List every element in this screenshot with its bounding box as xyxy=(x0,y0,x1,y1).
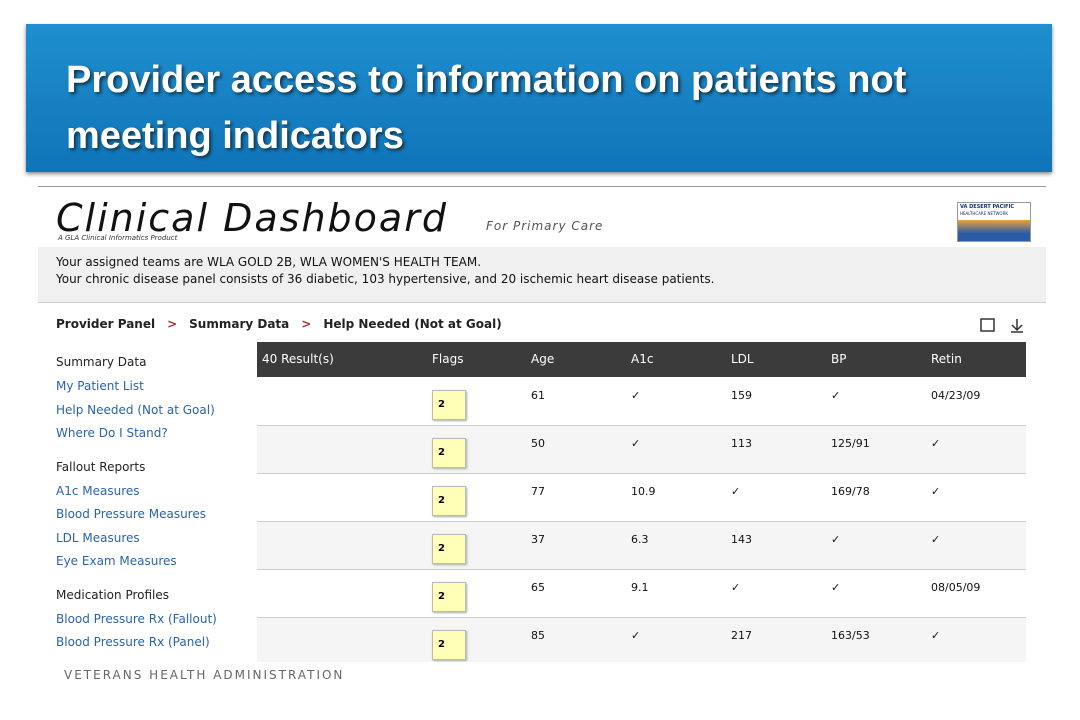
column-header: Age xyxy=(531,352,555,366)
sidebar-link[interactable]: Where Do I Stand? xyxy=(56,426,168,440)
column-header: BP xyxy=(831,352,847,366)
sidebar-link[interactable]: Eye Exam Measures xyxy=(56,554,177,568)
sidebar-link[interactable]: A1c Measures xyxy=(56,483,140,498)
table-cell: ✓ xyxy=(831,581,841,594)
breadcrumb: Provider Panel > Summary Data > Help Needed … xyxy=(56,317,502,331)
table-cell: ✓ xyxy=(831,533,841,546)
table-row xyxy=(257,522,1026,570)
sidebar-link[interactable]: Blood Pressure Rx (Panel) xyxy=(56,635,210,649)
table-cell: ✓ xyxy=(631,629,641,642)
table-cell: 113 xyxy=(731,437,752,450)
sidebar-link[interactable]: LDL Measures xyxy=(56,530,140,545)
table-cell: ✓ xyxy=(931,485,941,498)
flag-box[interactable]: 2 xyxy=(432,486,466,516)
table-cell: 125/91 xyxy=(831,437,870,450)
table-cell: 169/78 xyxy=(831,485,870,498)
logo: VA DESERT PACIFIC HEALTHCARE NETWORK xyxy=(957,202,1031,242)
banner xyxy=(26,24,1052,172)
table-header xyxy=(257,342,1026,377)
table-cell: 9.1 xyxy=(631,581,649,594)
info-box xyxy=(38,247,1046,303)
sidebar-link[interactable]: Help Needed (Not at Goal) xyxy=(56,402,215,417)
sidebar-link[interactable]: My Patient List xyxy=(56,379,144,393)
sidebar-link[interactable]: Blood Pressure Rx (Fallout) xyxy=(56,611,217,626)
tagline: A GLA Clinical Informatics Product xyxy=(58,234,178,242)
table-cell: ✓ xyxy=(731,485,741,498)
table-cell: 163/53 xyxy=(831,629,870,642)
table-cell: ✓ xyxy=(931,629,941,642)
footer: VETERANS HEALTH ADMINISTRATION xyxy=(64,668,345,682)
table-cell: ✓ xyxy=(831,389,841,402)
crumb[interactable]: Summary Data xyxy=(189,317,290,331)
crumb[interactable]: Provider Panel xyxy=(56,317,156,331)
column-header: Flags xyxy=(432,352,464,366)
table-cell: ✓ xyxy=(631,437,641,450)
info-line: Your chronic disease panel consists of 3… xyxy=(56,272,715,286)
table-row xyxy=(257,618,1026,662)
table-row xyxy=(257,474,1026,522)
table-row xyxy=(257,378,1026,426)
table-cell: 37 xyxy=(531,533,545,546)
logo-text: VA DESERT PACIFIC xyxy=(960,204,1015,210)
table-row xyxy=(257,570,1026,618)
flag-box[interactable]: 2 xyxy=(432,582,466,612)
sidebar-link[interactable]: Blood Pressure Measures xyxy=(56,507,206,521)
table-cell: ✓ xyxy=(731,581,741,594)
table-cell: 143 xyxy=(731,533,752,546)
sidebar: Summary Data My Patient List Help Needed (… xyxy=(38,342,258,662)
table-row xyxy=(257,426,1026,474)
table-cell: 85 xyxy=(531,629,545,642)
table-cell: 10.9 xyxy=(631,485,656,498)
results-table: 40 Result(s) Flags Age A1c LDL BP Retin 2 61 ✓ 159… xyxy=(257,342,1026,662)
column-header: LDL xyxy=(731,352,754,366)
dashboard-title: Clinical Dashboard xyxy=(56,196,448,240)
table-cell: 6.3 xyxy=(631,533,649,546)
flag-box[interactable]: 2 xyxy=(432,630,466,660)
sidebar-heading: Summary Data xyxy=(56,355,147,369)
table-cell: 08/05/09 xyxy=(931,581,981,594)
sidebar-heading: Fallout Reports xyxy=(56,459,146,474)
table-cell: 50 xyxy=(531,437,545,450)
flag-box[interactable]: 2 xyxy=(432,438,466,468)
table-cell: ✓ xyxy=(631,389,641,402)
toolbar-icons[interactable] xyxy=(980,318,1030,334)
table-cell: ✓ xyxy=(931,437,941,450)
table-cell: 217 xyxy=(731,629,752,642)
slide-title: Provider access to information on patien… xyxy=(66,59,907,157)
divider xyxy=(38,186,1046,187)
flag-box[interactable]: 2 xyxy=(432,390,466,420)
flag-box[interactable]: 2 xyxy=(432,534,466,564)
column-header: 40 Result(s) xyxy=(262,352,334,366)
column-header: A1c xyxy=(631,352,654,366)
table-cell: 77 xyxy=(531,485,545,498)
table-cell: 61 xyxy=(531,389,545,402)
table-cell: 04/23/09 xyxy=(931,389,981,402)
column-header: Retin xyxy=(931,352,962,366)
table-cell: 159 xyxy=(731,389,752,402)
info-line: Your assigned teams are WLA GOLD 2B, WLA… xyxy=(56,255,482,269)
crumb[interactable]: Help Needed (Not at Goal) xyxy=(323,317,502,331)
table-cell: ✓ xyxy=(931,533,941,546)
logo-text: HEALTHCARE NETWORK xyxy=(960,211,1008,216)
table-cell: 65 xyxy=(531,581,545,594)
sidebar-heading: Medication Profiles xyxy=(56,587,170,602)
dashboard-subtitle: For Primary Care xyxy=(486,219,604,233)
